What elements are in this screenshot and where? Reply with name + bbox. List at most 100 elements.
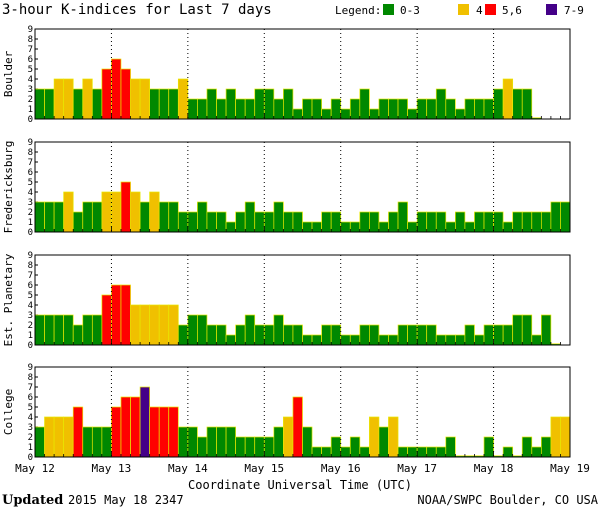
k-index-bar	[72, 324, 84, 346]
y-tick-label: 4	[28, 413, 33, 423]
y-tick-label: 9	[28, 25, 33, 35]
x-axis-label: Coordinate Universal Time (UTC)	[188, 478, 412, 492]
k-index-bar	[397, 98, 408, 120]
k-index-bar	[426, 98, 437, 120]
legend-swatch-7-9	[546, 4, 557, 15]
k-index-bar	[349, 334, 361, 346]
y-tick-label: 5	[28, 403, 33, 413]
legend-swatch-4	[458, 4, 469, 15]
k-index-bar	[244, 436, 256, 458]
k-index-bar	[445, 221, 456, 233]
k-index-bar	[216, 98, 227, 120]
k-index-bar	[139, 304, 150, 346]
k-index-bar	[235, 436, 246, 458]
k-index-bar	[197, 201, 208, 233]
y-tick-label: 5	[28, 65, 33, 75]
k-index-bar	[330, 324, 342, 346]
k-index-bar	[340, 221, 351, 233]
legend-swatch-5-6	[485, 4, 496, 15]
k-index-bar	[72, 211, 84, 233]
k-index-bar	[493, 324, 504, 346]
k-index-bar	[130, 396, 141, 458]
k-index-bar	[273, 426, 284, 458]
x-tick-label: May 14	[168, 462, 208, 475]
k-index-bar	[187, 98, 198, 120]
y-tick-label: 7	[28, 383, 33, 393]
k-index-bar	[349, 98, 361, 120]
k-index-bar	[216, 324, 227, 346]
k-index-bar	[359, 324, 370, 346]
y-tick-label: 4	[28, 301, 33, 311]
k-index-bar	[63, 416, 74, 458]
y-tick-label: 2	[28, 208, 33, 218]
k-index-bar	[91, 314, 103, 346]
k-index-bar	[168, 88, 179, 120]
k-index-bar	[435, 446, 447, 458]
x-tick-label: May 13	[92, 462, 132, 475]
k-index-bar	[292, 211, 303, 233]
k-index-bar	[311, 334, 322, 346]
k-index-bar	[455, 108, 466, 120]
k-index-bar	[359, 446, 370, 458]
y-tick-label: 8	[28, 35, 33, 45]
k-index-bar	[187, 211, 198, 233]
k-index-bar	[130, 191, 141, 233]
k-index-bar	[254, 436, 265, 458]
k-index-bar	[493, 211, 504, 233]
k-index-bar	[560, 416, 571, 458]
k-index-bar	[426, 211, 437, 233]
k-index-bar	[244, 314, 256, 346]
k-index-bar	[378, 334, 389, 346]
k-index-bar	[206, 324, 217, 346]
y-tick-label: 9	[28, 363, 33, 373]
k-index-bar	[540, 314, 552, 346]
legend-label: Legend:	[335, 4, 381, 17]
k-index-bar	[34, 201, 45, 233]
k-index-bar	[445, 334, 456, 346]
station-label-fredericksburg: Fredericksburg	[2, 141, 15, 234]
k-index-bar	[283, 88, 294, 120]
k-index-bar	[349, 221, 361, 233]
k-index-bar	[550, 416, 561, 458]
k-index-bar	[321, 211, 332, 233]
k-index-bar	[225, 88, 236, 120]
y-tick-label: 0	[28, 453, 33, 463]
k-index-bar	[359, 211, 370, 233]
k-index-bar	[72, 406, 84, 458]
credit-text: NOAA/SWPC Boulder, CO USA	[417, 493, 598, 507]
k-index-bar	[521, 211, 533, 233]
k-index-bar	[435, 88, 447, 120]
k-index-bar	[63, 78, 74, 120]
k-index-bar	[512, 88, 523, 120]
y-tick-label: 8	[28, 373, 33, 383]
k-index-bar	[139, 78, 150, 120]
k-index-bar	[445, 436, 456, 458]
k-index-bar	[512, 314, 523, 346]
k-index-bar	[397, 446, 408, 458]
k-index-bar	[464, 221, 475, 233]
k-index-bar	[283, 416, 294, 458]
legend-label-4: 4	[476, 4, 483, 17]
k-index-bar	[44, 88, 55, 120]
k-index-bar	[120, 68, 131, 120]
k-index-bar	[455, 211, 466, 233]
y-tick-label: 4	[28, 75, 33, 85]
y-tick-label: 2	[28, 321, 33, 331]
k-index-bar	[254, 211, 265, 233]
k-index-bar	[483, 211, 494, 233]
k-index-bar	[416, 446, 428, 458]
k-index-bar	[206, 426, 217, 458]
k-index-bar	[263, 324, 275, 346]
k-index-bar	[283, 211, 294, 233]
k-index-bar	[369, 416, 380, 458]
y-tick-label: 3	[28, 198, 33, 208]
legend-label-7-9: 7-9	[564, 4, 584, 17]
k-index-bar	[416, 211, 428, 233]
y-tick-label: 0	[28, 228, 33, 238]
k-index-bar	[397, 201, 408, 233]
k-index-bar	[273, 98, 284, 120]
k-index-bar	[540, 436, 552, 458]
k-index-bar	[311, 446, 322, 458]
station-label-college: College	[2, 389, 15, 435]
k-index-bar	[502, 78, 514, 120]
